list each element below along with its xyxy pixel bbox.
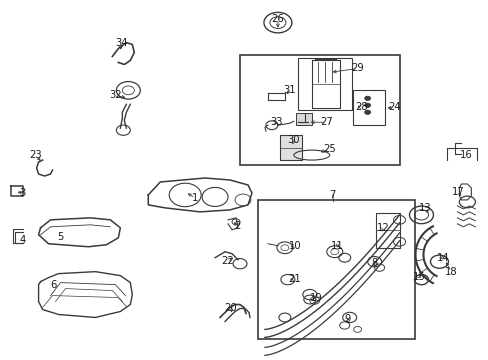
Circle shape bbox=[364, 103, 370, 108]
Text: 31: 31 bbox=[283, 85, 296, 95]
Bar bbox=[279, 135, 301, 160]
Text: 30: 30 bbox=[287, 135, 300, 145]
Text: 12: 12 bbox=[376, 223, 389, 233]
Text: 19: 19 bbox=[309, 293, 322, 302]
Text: 27: 27 bbox=[320, 117, 332, 127]
Text: 26: 26 bbox=[271, 14, 284, 24]
Bar bbox=[240, 55, 399, 165]
Text: 9: 9 bbox=[344, 314, 350, 324]
Text: 32: 32 bbox=[109, 90, 122, 100]
Text: 22: 22 bbox=[221, 256, 234, 266]
Text: 29: 29 bbox=[350, 63, 363, 73]
Text: 24: 24 bbox=[387, 102, 400, 112]
Bar bbox=[258, 200, 414, 339]
Circle shape bbox=[364, 96, 370, 100]
Bar bbox=[375, 213, 399, 248]
Text: 28: 28 bbox=[355, 102, 367, 112]
Text: 23: 23 bbox=[29, 150, 42, 160]
Text: 34: 34 bbox=[115, 37, 127, 48]
Text: 5: 5 bbox=[57, 232, 63, 242]
Text: 1: 1 bbox=[192, 193, 198, 203]
Text: 7: 7 bbox=[329, 190, 335, 200]
Text: 17: 17 bbox=[451, 187, 464, 197]
Bar bbox=[295, 113, 311, 125]
Text: 4: 4 bbox=[20, 235, 26, 245]
Text: 21: 21 bbox=[288, 274, 301, 284]
Text: 3: 3 bbox=[20, 188, 26, 198]
Bar bbox=[297, 58, 351, 110]
Text: 16: 16 bbox=[459, 150, 472, 160]
Text: 8: 8 bbox=[371, 258, 377, 268]
Text: 20: 20 bbox=[224, 302, 237, 312]
Text: 6: 6 bbox=[50, 280, 57, 289]
Circle shape bbox=[364, 110, 370, 114]
Text: 25: 25 bbox=[323, 144, 335, 154]
Text: 18: 18 bbox=[444, 267, 457, 276]
Text: 10: 10 bbox=[288, 241, 301, 251]
Text: 15: 15 bbox=[412, 272, 425, 282]
Text: 11: 11 bbox=[331, 241, 344, 251]
Text: 13: 13 bbox=[418, 203, 431, 213]
Text: 33: 33 bbox=[270, 117, 283, 127]
Text: 2: 2 bbox=[233, 221, 240, 231]
Text: 14: 14 bbox=[436, 253, 449, 263]
Bar bbox=[352, 90, 384, 125]
